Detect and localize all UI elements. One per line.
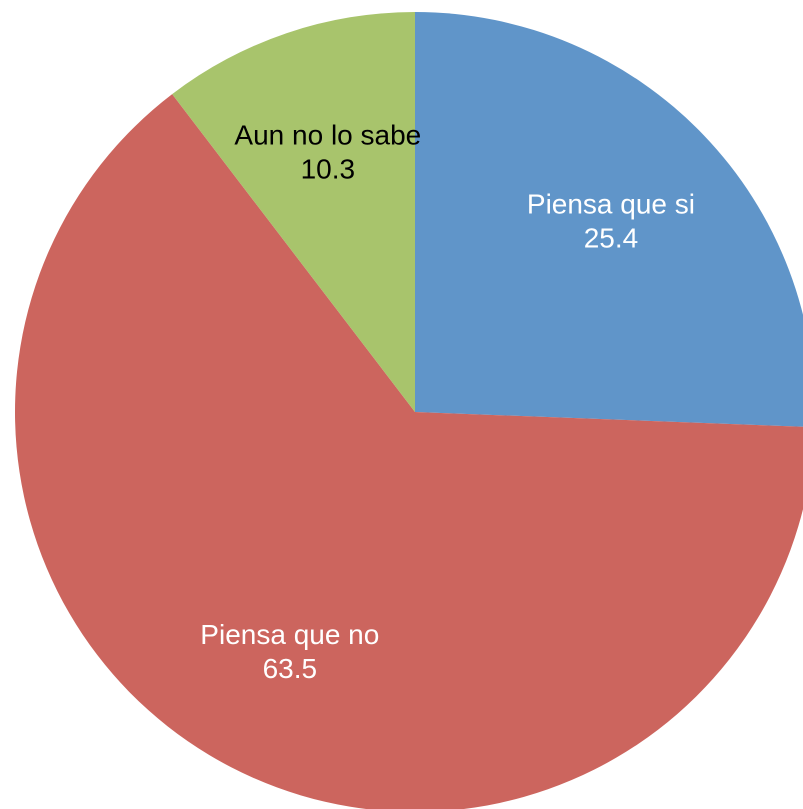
- slice-value: 25.4: [584, 223, 639, 254]
- slice-label: Piensa que no: [200, 619, 379, 650]
- slice-label: Aun no lo sabe: [234, 120, 421, 151]
- slice-value: 10.3: [301, 154, 356, 185]
- pie-slice: [15, 94, 803, 809]
- pie-slice: [415, 12, 803, 427]
- slice-value: 63.5: [263, 653, 318, 684]
- slice-label: Piensa que si: [527, 189, 695, 220]
- pie-slice: [172, 12, 415, 412]
